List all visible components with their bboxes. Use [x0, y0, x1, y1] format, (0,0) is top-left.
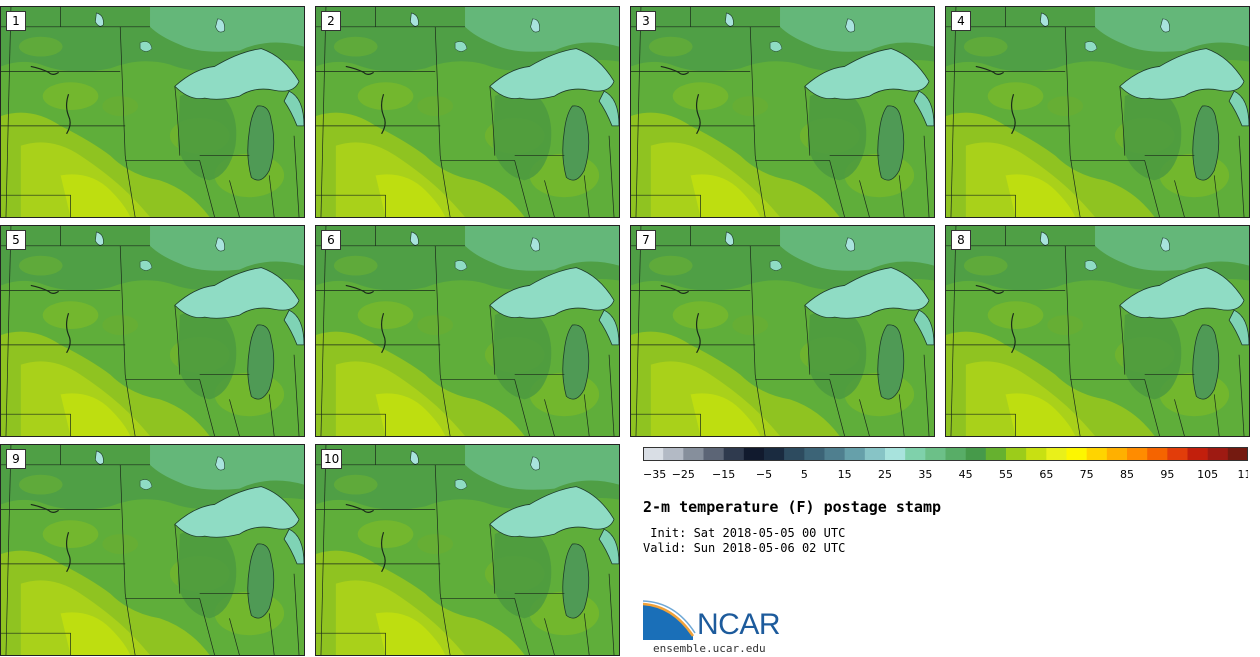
- member-number-label: 3: [636, 11, 656, 31]
- colorbar-tick-label: −5: [756, 468, 772, 481]
- colorbar-swatch: [1066, 447, 1087, 461]
- colorbar-swatch: [905, 447, 926, 461]
- member-number-label: 8: [951, 230, 971, 250]
- member-panel-7: 7: [630, 225, 935, 437]
- member-panel-9: 9: [0, 444, 305, 656]
- member-number-label: 9: [6, 449, 26, 469]
- colorbar-tick-label: 45: [959, 468, 973, 481]
- member-number-label: 4: [951, 11, 971, 31]
- colorbar-tick-label: −15: [712, 468, 735, 481]
- colorbar-tick-label: 95: [1160, 468, 1174, 481]
- member-number-label: 7: [636, 230, 656, 250]
- member-number-label: 6: [321, 230, 341, 250]
- colorbar-tick-label: 15: [838, 468, 852, 481]
- colorbar-tick-label: 75: [1080, 468, 1094, 481]
- colorbar-tick-label: 5: [801, 468, 808, 481]
- colorbar-swatch: [723, 447, 745, 461]
- member-panel-3: 3: [630, 6, 935, 218]
- colorbar-swatch: [663, 447, 684, 461]
- product-title: 2-m temperature (F) postage stamp: [643, 498, 942, 516]
- colorbar-tick-label: 115: [1238, 468, 1249, 481]
- colorbar-swatch: [1046, 447, 1067, 461]
- colorbar-swatch: [643, 447, 664, 461]
- member-panel-5: 5: [0, 225, 305, 437]
- colorbar-swatch: [1127, 447, 1148, 461]
- member-panel-2: 2: [315, 6, 620, 218]
- colorbar-swatch: [683, 447, 704, 461]
- colorbar-swatch: [1207, 447, 1229, 461]
- member-number-label: 10: [321, 449, 343, 469]
- member-panel-4: 4: [945, 6, 1250, 218]
- member-number-label: 5: [6, 230, 26, 250]
- colorbar-swatch: [1167, 447, 1188, 461]
- colorbar-swatch: [925, 447, 946, 461]
- colorbar-swatch: [764, 447, 785, 461]
- colorbar-swatch: [824, 447, 845, 461]
- colorbar-swatch: [1187, 447, 1208, 461]
- colorbar-tick-label: 105: [1197, 468, 1218, 481]
- colorbar-tick-label: −35: [643, 468, 666, 481]
- site-url: ensemble.ucar.edu: [653, 642, 766, 655]
- colorbar-swatch: [965, 447, 987, 461]
- colorbar-swatch: [1086, 447, 1108, 461]
- ncar-logo-text: NCAR: [697, 608, 781, 641]
- member-panel-6: 6: [315, 225, 620, 437]
- colorbar-swatch: [804, 447, 825, 461]
- colorbar-tick-label: 25: [878, 468, 892, 481]
- member-panel-1: 1: [0, 6, 305, 218]
- colorbar-swatch: [1006, 447, 1027, 461]
- colorbar-swatch: [1026, 447, 1047, 461]
- init-time: Init: Sat 2018-05-05 00 UTC: [643, 526, 846, 540]
- colorbar-swatch: [864, 447, 886, 461]
- ncar-logo-icon: [643, 600, 696, 640]
- colorbar-swatch: [743, 447, 765, 461]
- colorbar-swatch: [703, 447, 724, 461]
- colorbar-swatch: [885, 447, 906, 461]
- colorbar-swatch: [1227, 447, 1248, 461]
- colorbar-tick-label: 55: [999, 468, 1013, 481]
- time-info: Init: Sat 2018-05-05 00 UTC Valid: Sun 20…: [643, 526, 845, 556]
- temperature-colorbar: −35 −25 −15 −5 5 15 25 35 45 55 65 75 85 95 105 115: [643, 447, 1248, 481]
- colorbar-swatch: [945, 447, 966, 461]
- member-number-label: 1: [6, 11, 26, 31]
- colorbar-swatch: [784, 447, 805, 461]
- colorbar-tick-label: 65: [1039, 468, 1053, 481]
- colorbar-swatch: [844, 447, 866, 461]
- member-panel-8: 8: [945, 225, 1250, 437]
- colorbar-tick-label: −25: [672, 468, 695, 481]
- member-number-label: 2: [321, 11, 341, 31]
- colorbar-border: [643, 447, 1248, 461]
- colorbar-swatch: [985, 447, 1007, 461]
- valid-time: Valid: Sun 2018-05-06 02 UTC: [643, 541, 846, 555]
- colorbar-swatch: [1106, 447, 1128, 461]
- colorbar-swatch: [1147, 447, 1168, 461]
- member-panel-10: 10: [315, 444, 620, 656]
- colorbar-tick-label: 85: [1120, 468, 1134, 481]
- colorbar-tick-label: 35: [918, 468, 932, 481]
